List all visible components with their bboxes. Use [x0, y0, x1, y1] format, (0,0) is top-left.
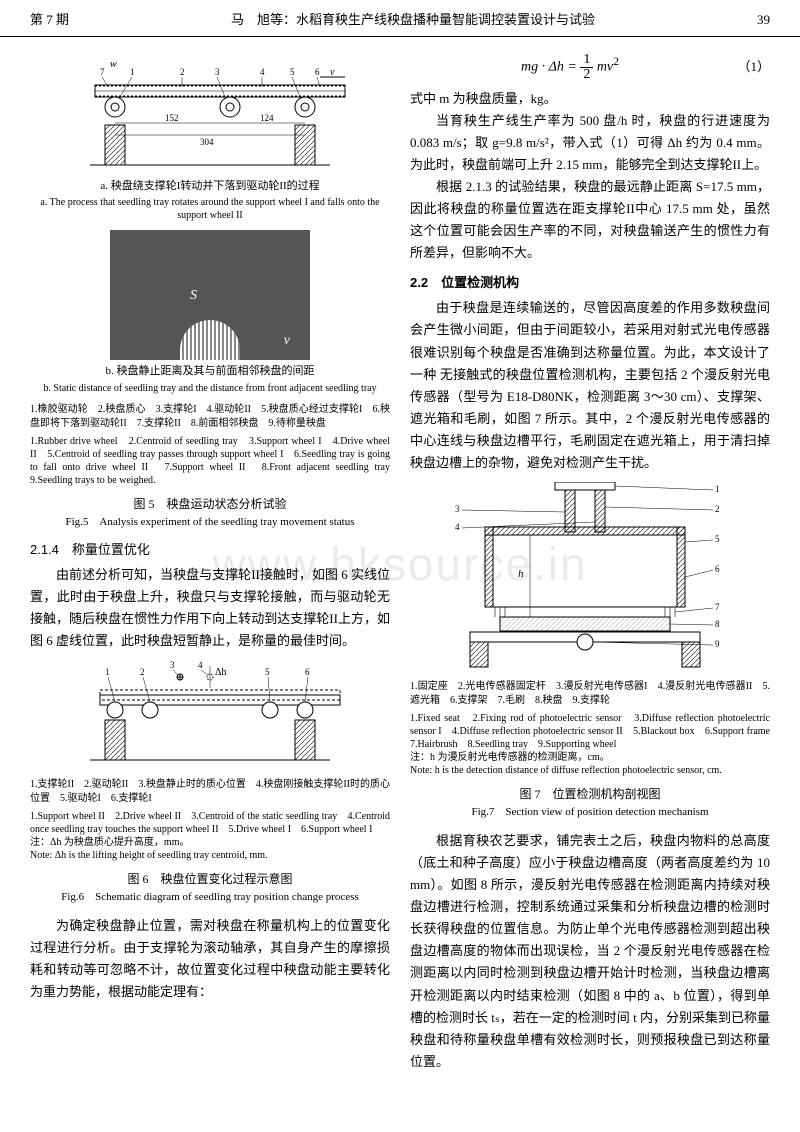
content-area: www.hksource.in	[0, 37, 800, 1093]
svg-text:8: 8	[715, 619, 720, 629]
svg-text:3: 3	[455, 504, 460, 514]
header-title: 马 旭等：水稻育秧生产线秧盘播种量智能调控装置设计与试验	[69, 10, 757, 31]
header-page: 39	[757, 10, 770, 31]
svg-text:6: 6	[315, 67, 320, 77]
header-issue: 第 7 期	[30, 10, 69, 31]
fig5b: S v b. 秧盘静止距离及其与前面相邻秧盘的间距 b. Static dist…	[30, 230, 390, 395]
svg-text:7: 7	[715, 602, 720, 612]
svg-text:w: w	[110, 59, 117, 70]
fig6: Δh 1 2 3 4 5 6	[30, 660, 390, 770]
left-column: 152 124 304 w v 7 1 2 3 4 5 6	[30, 47, 390, 1073]
fig7-svg: h 1 2 5 6 7 8 9 3 4	[430, 482, 750, 672]
p-r2: 根据 2.1.3 的试验结果，秧盘的最远静止距离 S=17.5 mm，因此将秧盘…	[410, 176, 770, 264]
fig6-legend-en: 1.Support wheel II 2.Drive wheel II 3.Ce…	[30, 810, 390, 836]
right-column: mg · Δh = 12 mv2 （1） 式中 m 为秧盘质量，kg。 当育秧生…	[410, 47, 770, 1073]
eq1-expl: 式中 m 为秧盘质量，kg。	[410, 88, 770, 110]
fig5a: 152 124 304 w v 7 1 2 3 4 5 6	[30, 55, 390, 223]
fig5-legend-en: 1.Rubber drive wheel 2.Centroid of seedl…	[30, 435, 390, 487]
svg-text:152: 152	[165, 113, 179, 123]
svg-text:2: 2	[140, 667, 145, 677]
fig5-title: 图 5 秧盘运动状态分析试验 Fig.5 Analysis experiment…	[30, 495, 390, 532]
svg-text:v: v	[330, 67, 335, 78]
svg-text:1: 1	[130, 67, 135, 77]
svg-text:4: 4	[260, 67, 265, 77]
svg-text:1: 1	[105, 667, 110, 677]
fig5b-cap-cn: b. 秧盘静止距离及其与前面相邻秧盘的间距	[30, 363, 390, 381]
svg-text:Δh: Δh	[215, 667, 226, 678]
fig6-note-cn: 注：Δh 为秧盘质心提升高度，mm。	[30, 836, 390, 849]
svg-text:h: h	[518, 568, 524, 580]
p-r1: 当育秧生产线生产率为 500 盘/h 时，秧盘的行进速度为 0.083 m/s；…	[410, 110, 770, 176]
fig7-legend-cn: 1.固定座 2.光电传感器固定杆 3.漫反射光电传感器I 4.漫反射光电传感器I…	[410, 680, 770, 708]
p-214: 由前述分析可知，当秧盘与支撑轮II接触时，如图 6 实线位置，此时由于秧盘上升，…	[30, 564, 390, 652]
fig7: h 1 2 5 6 7 8 9 3 4	[410, 482, 770, 672]
fig7-legend-en: 1.Fixed seat 2.Fixing rod of photoelectr…	[410, 712, 770, 751]
svg-text:2: 2	[180, 67, 185, 77]
svg-text:4: 4	[198, 660, 203, 670]
fig7-note-cn: 注：h 为漫反射光电传感器的检测距离，cm。	[410, 751, 770, 764]
fig6-note-en: Note: Δh is the lifting height of seedli…	[30, 849, 390, 862]
p-after6: 为确定秧盘静止位置，需对秧盘在称量机构上的位置变化过程进行分析。由于支撑轮为滚动…	[30, 915, 390, 1003]
svg-text:5: 5	[265, 667, 270, 677]
p-r4: 根据育秧农艺要求，铺完表土之后，秧盘内物料的总高度（底土和种子高度）应小于秧盘边…	[410, 830, 770, 1073]
fig5a-cap-en: a. The process that seedling tray rotate…	[30, 196, 390, 222]
svg-text:7: 7	[100, 67, 105, 77]
svg-text:2: 2	[715, 504, 720, 514]
svg-text:1: 1	[715, 484, 720, 494]
sec-2-2: 2.2 位置检测机构	[410, 273, 770, 294]
svg-text:3: 3	[170, 660, 175, 670]
svg-text:6: 6	[715, 564, 720, 574]
fig7-title: 图 7 位置检测机构剖视图 Fig.7 Section view of posi…	[410, 785, 770, 822]
fig7-note-en: Note: h is the detection distance of dif…	[410, 764, 770, 777]
fig6-svg: Δh 1 2 3 4 5 6	[60, 660, 360, 770]
svg-text:9: 9	[715, 639, 720, 649]
svg-text:4: 4	[455, 522, 460, 532]
svg-text:6: 6	[305, 667, 310, 677]
eq1-row: mg · Δh = 12 mv2 （1）	[410, 53, 770, 82]
page-header: 第 7 期 马 旭等：水稻育秧生产线秧盘播种量智能调控装置设计与试验 39	[0, 0, 800, 37]
svg-text:124: 124	[260, 113, 274, 123]
eq1: mg · Δh = 12 mv2	[410, 53, 730, 82]
fig5a-cap-cn: a. 秧盘绕支撑轮I转动并下落到驱动轮II的过程	[30, 178, 390, 196]
svg-text:3: 3	[215, 67, 220, 77]
fig6-legend-cn: 1.支撑轮II 2.驱动轮II 3.秧盘静止时的质心位置 4.秧盘刚接触支撑轮I…	[30, 778, 390, 806]
p-r3: 由于秧盘是连续输送的，尽管因高度差的作用多数秧盘间会产生微小间距，但由于间距较小…	[410, 297, 770, 474]
fig6-title: 图 6 秧盘位置变化过程示意图 Fig.6 Schematic diagram …	[30, 870, 390, 907]
svg-text:304: 304	[200, 137, 214, 147]
fig5b-photo: S v	[110, 230, 310, 360]
fig5a-svg: 152 124 304 w v 7 1 2 3 4 5 6	[60, 55, 360, 175]
fig5b-cap-en: b. Static distance of seedling tray and …	[30, 382, 390, 395]
svg-text:5: 5	[290, 67, 295, 77]
sec-2-1-4: 2.1.4 称量位置优化	[30, 540, 390, 561]
svg-text:5: 5	[715, 534, 720, 544]
fig5-legend-cn: 1.橡胶驱动轮 2.秧盘质心 3.支撑轮I 4.驱动轮II 5.秧盘质心经过支撑…	[30, 403, 390, 431]
